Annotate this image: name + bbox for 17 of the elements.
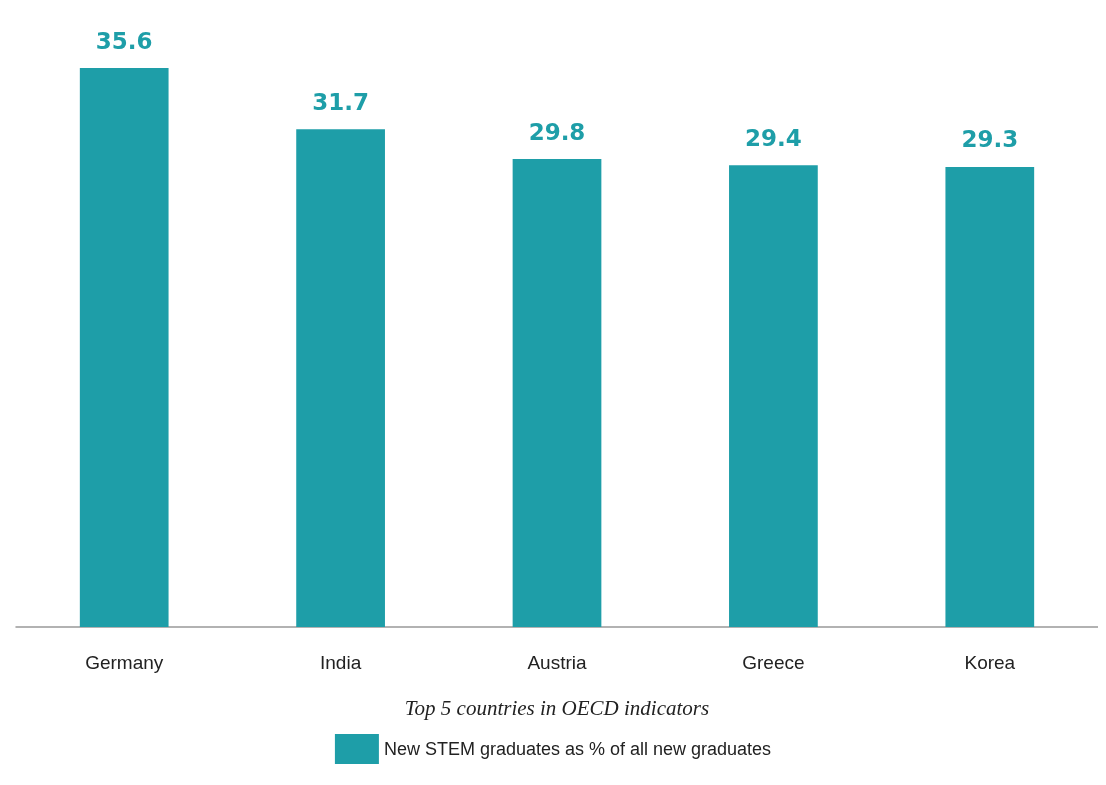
bar: [79, 68, 169, 627]
data-label: 29.8: [528, 118, 586, 145]
x-tick-label: Germany: [85, 652, 164, 673]
bar: [945, 166, 1035, 627]
x-tick-label: Greece: [742, 652, 805, 673]
x-axis-title: Top 5 countries in OECD indicators: [404, 695, 710, 720]
data-label: 35.6: [95, 27, 153, 54]
data-label: 29.3: [961, 126, 1019, 153]
legend-label: New STEM graduates as % of all new graduates: [383, 739, 772, 759]
data-label: 31.7: [312, 88, 369, 115]
x-tick-label: Korea: [964, 652, 1016, 673]
bar: [512, 159, 602, 627]
x-tick-label: India: [320, 652, 362, 673]
bar: [296, 129, 385, 627]
data-label: 29.4: [745, 124, 802, 151]
bar: [729, 165, 818, 627]
x-tick-label: Austria: [527, 652, 587, 673]
